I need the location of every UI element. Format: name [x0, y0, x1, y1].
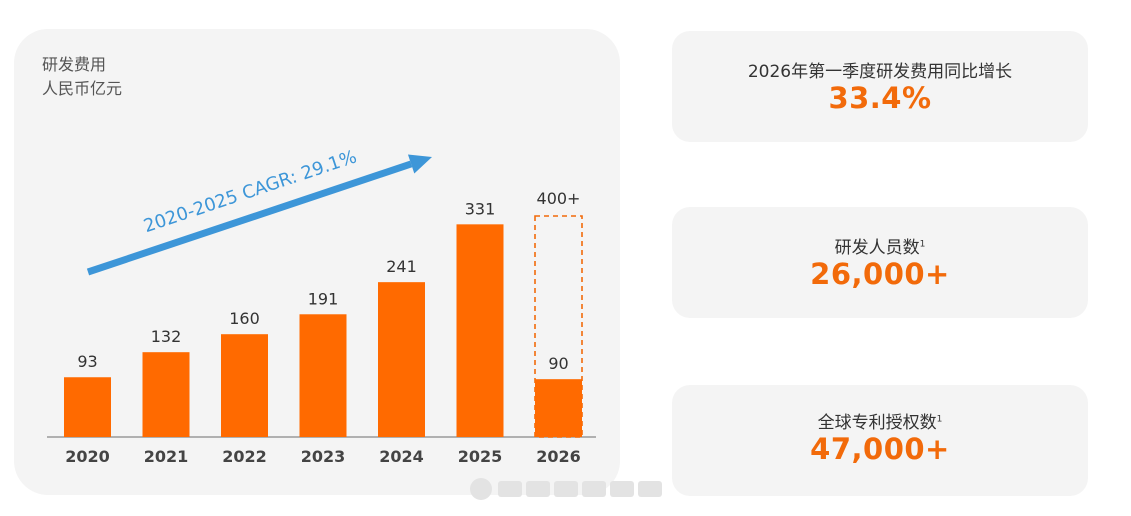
- value-label-2026: 90: [548, 354, 568, 373]
- chart-title: 研发费用 人民币亿元: [42, 53, 122, 101]
- bar-2024: [378, 282, 425, 437]
- patents-label: 全球专利授权数1: [817, 413, 943, 433]
- x-tick-label-2026: 2026: [536, 447, 581, 466]
- chart-title-line-2: 人民币亿元: [42, 79, 123, 98]
- value-label-2021: 132: [151, 327, 182, 346]
- cagr-arrow-shaft: [86, 160, 413, 276]
- x-tick-label-2025: 2025: [458, 447, 503, 466]
- footnote-marker: 1: [919, 239, 926, 250]
- x-tick-label-2024: 2024: [379, 447, 424, 466]
- x-tick-label-2023: 2023: [301, 447, 346, 466]
- patents-card: 全球专利授权数1 47,000+: [672, 385, 1088, 496]
- bar-2025: [456, 224, 504, 437]
- value-label-2024: 241: [386, 257, 417, 276]
- value-label-2025: 331: [465, 199, 496, 218]
- rd-expense-bar-chart: 93 2020 132 2021 160 2022 191 2023 241 2024 331 202…: [47, 146, 596, 466]
- rd-staff-value: 26,000+: [810, 257, 950, 291]
- bar-2021: [142, 352, 190, 437]
- yoy-growth-label: 2026年第一季度研发费用同比增长: [747, 62, 1013, 82]
- yoy-growth-value: 33.4%: [828, 81, 932, 115]
- x-tick-label-2020: 2020: [65, 447, 110, 466]
- x-tick-label-2022: 2022: [222, 447, 267, 466]
- target-label: 400+: [537, 189, 581, 208]
- value-label-2020: 93: [77, 352, 97, 371]
- chart-title-line-1: 研发费用: [42, 55, 107, 74]
- x-tick-label-2021: 2021: [144, 447, 189, 466]
- bar-2020: [64, 377, 111, 437]
- rd-staff-label: 研发人员数1: [834, 238, 926, 258]
- value-label-2023: 191: [308, 289, 339, 308]
- yoy-growth-card: 2026年第一季度研发费用同比增长 33.4%: [672, 31, 1088, 142]
- bar-2026: [535, 379, 582, 437]
- bar-2023: [299, 314, 347, 437]
- bar-2022: [221, 334, 268, 437]
- footnote-marker: 1: [936, 414, 943, 425]
- rd-staff-card: 研发人员数1 26,000+: [672, 207, 1088, 318]
- patents-value: 47,000+: [810, 432, 950, 466]
- value-label-2022: 160: [229, 309, 260, 328]
- watermark-logo: [470, 478, 662, 500]
- cagr-arrow-head: [407, 154, 432, 174]
